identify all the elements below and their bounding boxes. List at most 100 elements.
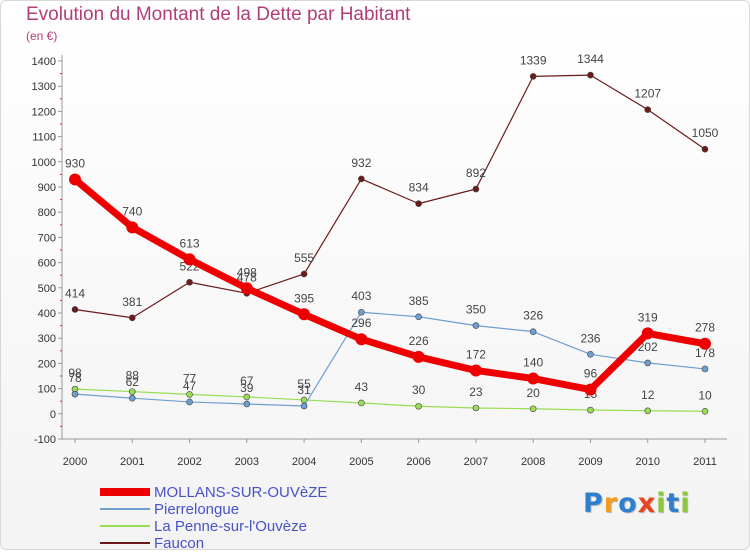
data-point-faucon	[644, 106, 652, 113]
data-point-pierrelongue	[300, 402, 308, 410]
x-tick-label: 2005	[349, 456, 373, 468]
data-point-la-penne-sur-l-ouv-ze	[587, 406, 594, 414]
data-label-pierrelongue: 47	[183, 379, 197, 393]
data-point-pierrelongue	[243, 400, 251, 408]
data-point-faucon	[529, 73, 537, 80]
data-point-faucon	[300, 270, 308, 278]
data-label-faucon: 381	[122, 295, 142, 309]
data-label-faucon: 834	[409, 181, 429, 195]
y-tick-label: 1400	[32, 56, 56, 68]
data-label-pierrelongue: 78	[68, 371, 82, 385]
data-point-pierrelongue	[529, 328, 537, 335]
chart-subtitle: (en €)	[26, 29, 58, 43]
series-line-pierrelongue	[74, 311, 706, 407]
data-point-faucon	[358, 175, 365, 183]
data-point-la-penne-sur-l-ouv-ze	[186, 391, 193, 398]
series-line-la-penne-sur-l-ouv-ze	[74, 388, 706, 412]
data-label-mollans-sur-ouv-ze: 140	[523, 356, 543, 370]
data-point-mollans-sur-ouv-ze	[298, 308, 311, 321]
data-label-la-penne-sur-l-ouv-ze: 98	[68, 366, 82, 380]
legend-label: Faucon	[154, 535, 205, 552]
data-label-mollans-sur-ouv-ze: 172	[466, 347, 486, 361]
data-point-la-penne-sur-l-ouv-ze	[701, 407, 709, 415]
x-tick-label: 2011	[693, 456, 717, 468]
data-point-la-penne-sur-l-ouv-ze	[472, 404, 480, 412]
data-point-la-penne-sur-l-ouv-ze	[358, 399, 365, 407]
data-point-faucon	[186, 278, 193, 286]
legend-swatch	[100, 525, 150, 527]
data-label-mollans-sur-ouv-ze: 226	[409, 334, 429, 348]
x-tick-label: 2001	[120, 456, 144, 468]
data-point-mollans-sur-ouv-ze	[240, 282, 253, 295]
series-line-faucon	[74, 74, 706, 319]
data-point-pierrelongue	[128, 394, 136, 402]
data-point-mollans-sur-ouv-ze	[469, 364, 482, 377]
y-tick-label: 200	[38, 358, 56, 370]
y-tick-label: 400	[38, 308, 56, 320]
data-point-mollans-sur-ouv-ze	[584, 383, 597, 396]
data-point-pierrelongue	[186, 398, 193, 406]
data-label-faucon: 1344	[577, 52, 604, 66]
data-label-faucon: 1339	[520, 53, 547, 67]
data-label-pierrelongue: 403	[351, 289, 371, 303]
y-tick-label: 900	[38, 182, 56, 194]
data-point-mollans-sur-ouv-ze	[641, 327, 654, 340]
data-point-pierrelongue	[415, 313, 422, 321]
x-tick-label: 2010	[635, 456, 659, 468]
data-point-pierrelongue	[587, 351, 594, 358]
data-label-faucon: 932	[351, 156, 371, 170]
x-tick-label: 2006	[406, 456, 430, 468]
data-label-faucon: 892	[466, 166, 486, 180]
legend-label: Pierrelongue	[154, 501, 240, 518]
data-label-mollans-sur-ouv-ze: 96	[584, 367, 598, 381]
y-tick-label: 1200	[32, 106, 56, 118]
data-point-mollans-sur-ouv-ze	[126, 221, 139, 234]
y-tick-label: 1000	[32, 157, 56, 169]
data-point-pierrelongue	[472, 322, 480, 329]
data-point-pierrelongue	[71, 390, 79, 398]
y-tick-label: 700	[38, 232, 56, 244]
data-label-faucon: 478	[237, 270, 257, 284]
data-label-la-penne-sur-l-ouv-ze: 20	[527, 386, 541, 400]
proxiti-logo: Proxiti	[583, 488, 691, 519]
y-tick-label: 1300	[32, 81, 56, 93]
x-tick-label: 2003	[235, 456, 259, 468]
y-tick-label: -100	[34, 434, 56, 446]
x-tick-label: 2004	[292, 456, 316, 468]
legend-label: MOLLANS-SUR-OUVèZE	[154, 484, 328, 501]
data-point-mollans-sur-ouv-ze	[69, 173, 81, 186]
data-point-mollans-sur-ouv-ze	[355, 333, 368, 346]
data-label-la-penne-sur-l-ouv-ze: 10	[698, 388, 712, 402]
data-label-mollans-sur-ouv-ze: 740	[122, 204, 142, 218]
data-label-pierrelongue: 236	[580, 331, 600, 345]
data-label-mollans-sur-ouv-ze: 278	[695, 321, 715, 335]
legend-swatch	[100, 488, 150, 496]
data-label-mollans-sur-ouv-ze: 498	[237, 265, 257, 279]
x-tick-label: 2000	[63, 456, 87, 468]
legend-swatch	[100, 542, 150, 544]
y-tick-label: 800	[38, 207, 56, 219]
data-label-pierrelongue: 350	[466, 303, 486, 317]
y-tick-label: 600	[38, 258, 56, 270]
data-label-mollans-sur-ouv-ze: 930	[65, 156, 85, 170]
y-tick-label: 1100	[32, 132, 56, 144]
data-label-pierrelongue: 326	[523, 309, 543, 323]
data-point-la-penne-sur-l-ouv-ze	[243, 393, 251, 401]
x-tick-label: 2009	[578, 456, 602, 468]
y-tick-label: 500	[38, 283, 56, 295]
data-label-pierrelongue: 31	[297, 383, 311, 397]
data-point-faucon	[71, 306, 79, 313]
data-label-mollans-sur-ouv-ze: 296	[351, 316, 371, 330]
data-point-mollans-sur-ouv-ze	[527, 372, 540, 385]
data-label-la-penne-sur-l-ouv-ze: 77	[183, 371, 197, 385]
data-label-faucon: 414	[65, 286, 85, 300]
data-label-mollans-sur-ouv-ze: 319	[638, 310, 658, 324]
data-point-faucon	[587, 71, 594, 79]
y-tick-label: 100	[38, 384, 56, 396]
data-label-pierrelongue: 385	[409, 294, 429, 308]
data-point-la-penne-sur-l-ouv-ze	[644, 407, 652, 415]
data-label-mollans-sur-ouv-ze: 613	[180, 236, 200, 250]
data-point-mollans-sur-ouv-ze	[699, 337, 711, 350]
